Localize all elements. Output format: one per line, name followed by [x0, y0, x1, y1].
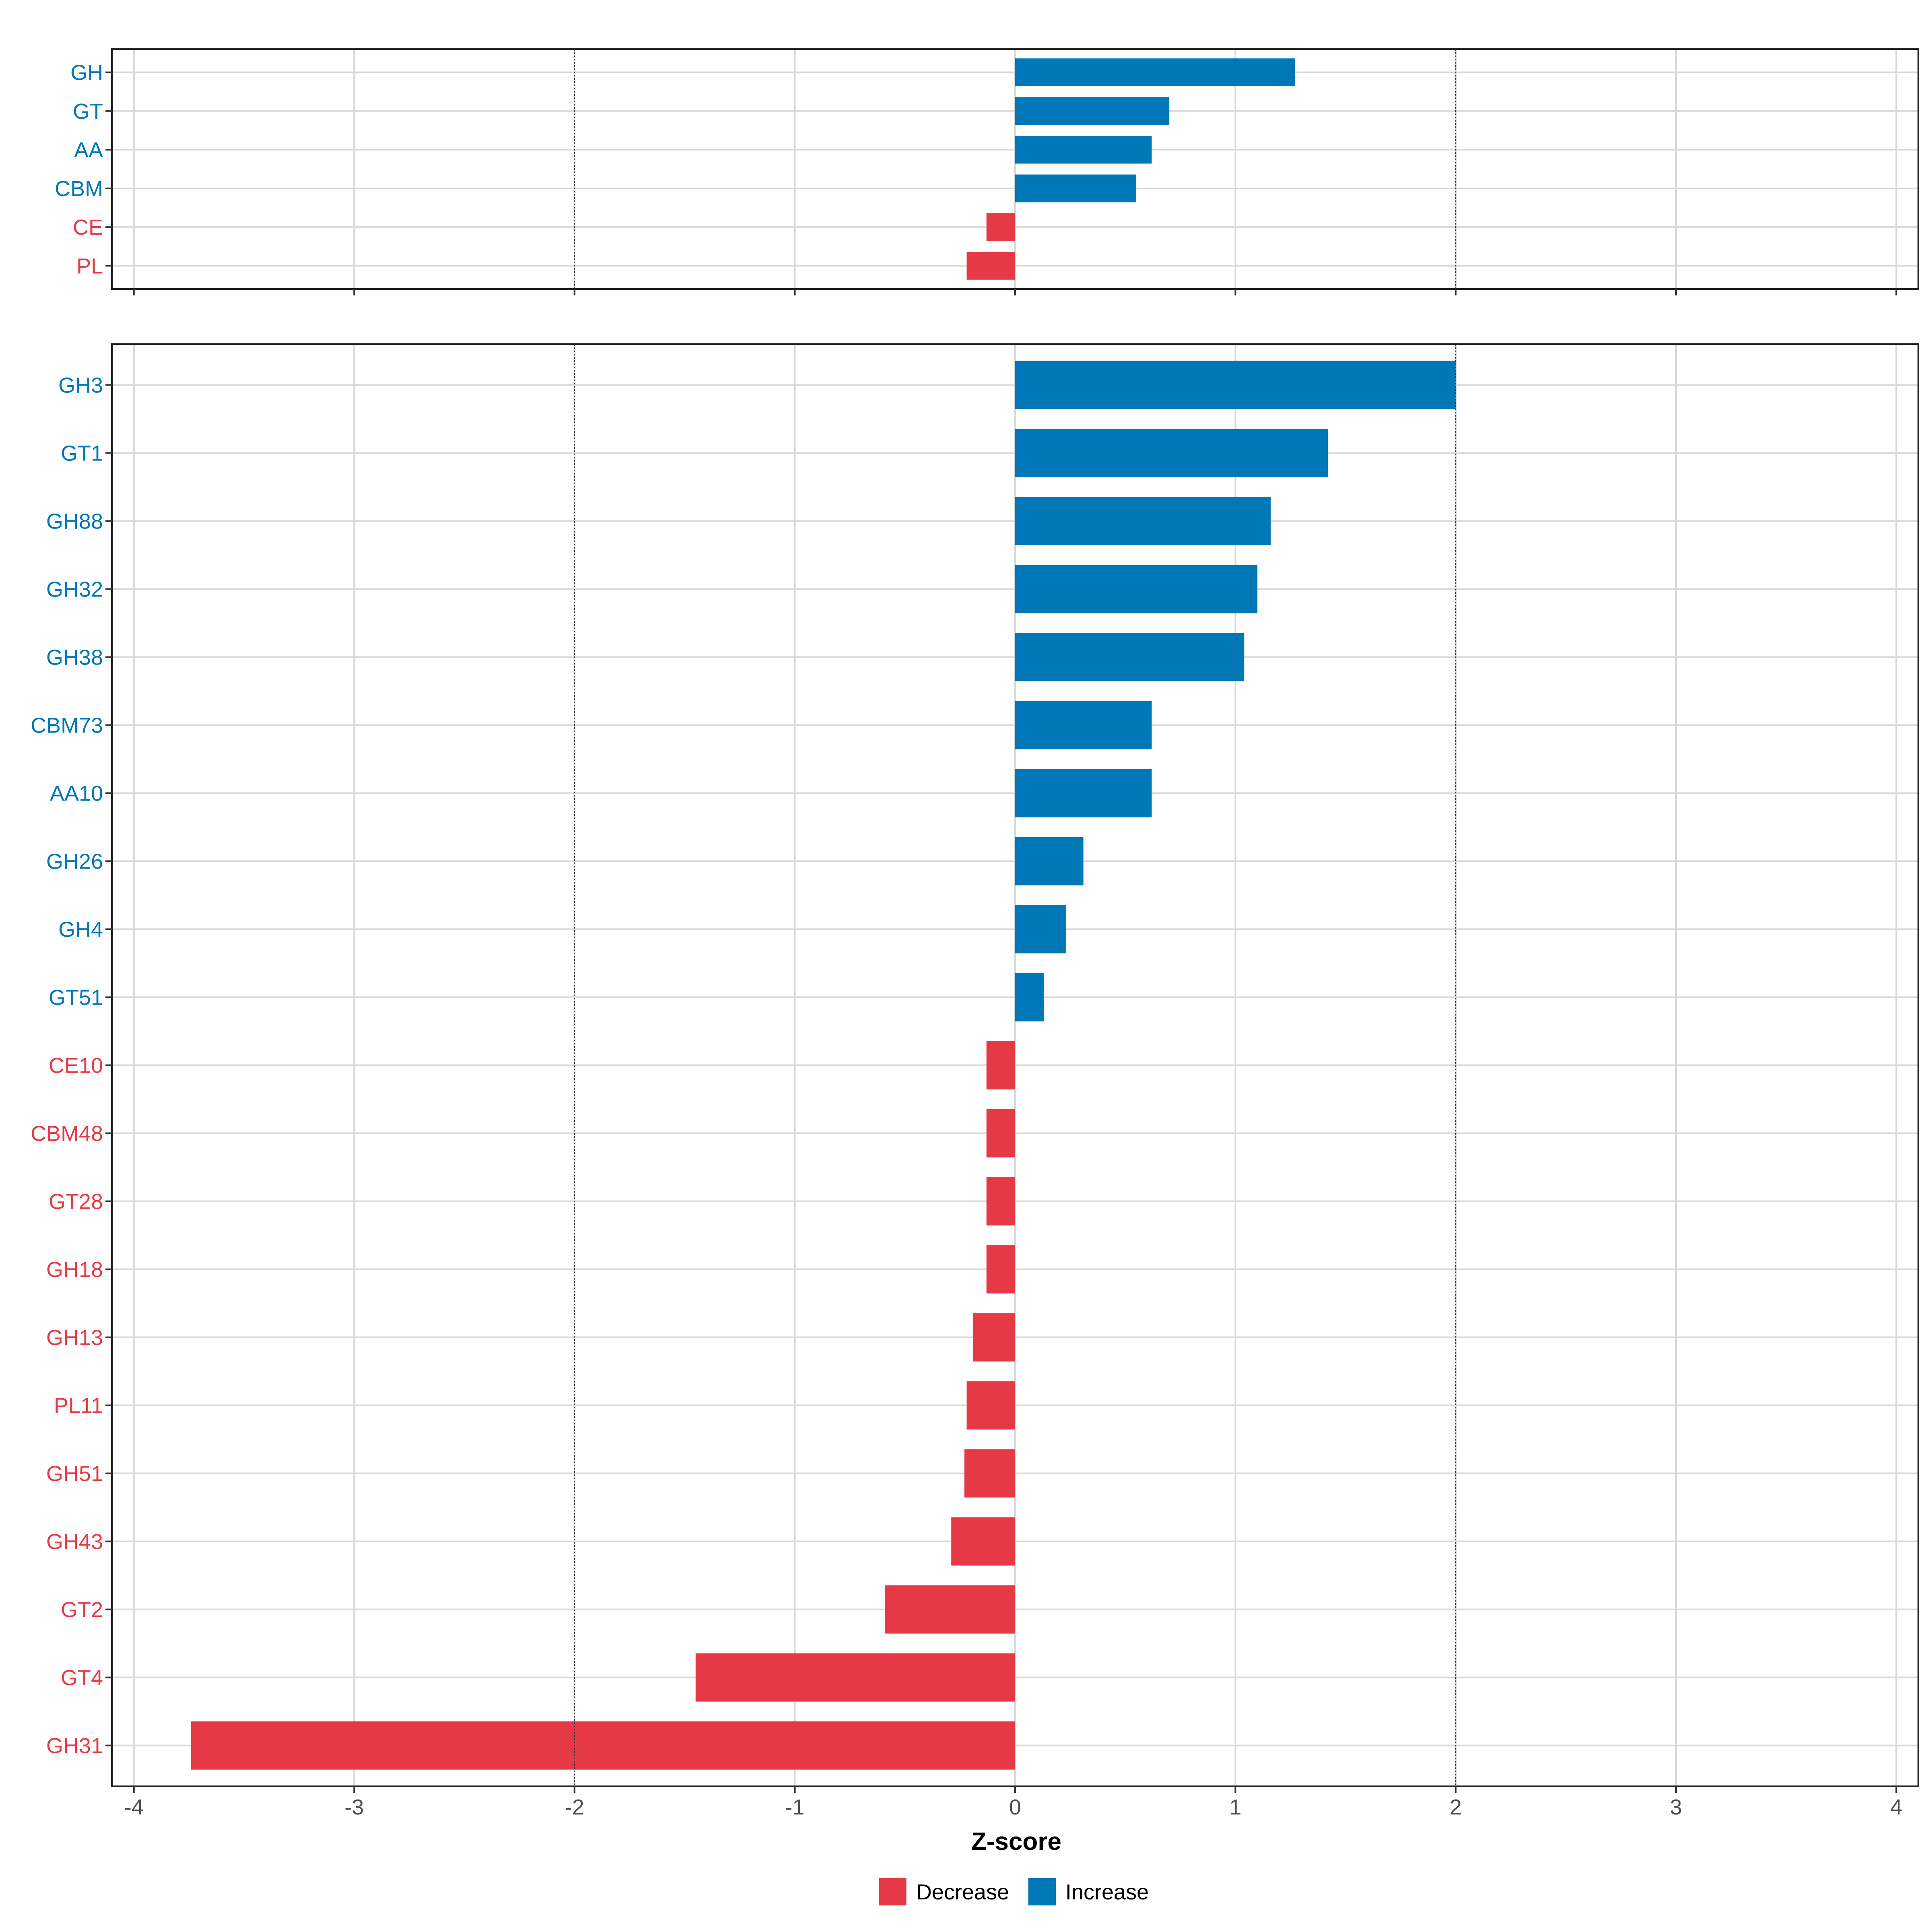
- y-tick-label-GH43: GH43: [46, 1530, 103, 1554]
- legend: Decrease Increase: [879, 1878, 1149, 1905]
- x-tick-label: 2: [1450, 1795, 1462, 1819]
- y-tick-label-CBM48: CBM48: [31, 1122, 103, 1146]
- y-tick-label-CBM73: CBM73: [31, 713, 103, 737]
- bar-GT1: [1015, 429, 1328, 477]
- y-tick-label-GH31: GH31: [46, 1734, 103, 1758]
- y-tick-label-GH13: GH13: [46, 1326, 103, 1350]
- x-tick-label: 3: [1670, 1795, 1682, 1819]
- x-tick-label: -3: [345, 1795, 364, 1819]
- bar-CBM48: [986, 1109, 1015, 1158]
- y-tick-label-GH18: GH18: [46, 1258, 103, 1282]
- bar-GH32: [1015, 565, 1258, 613]
- x-axis: -4 -3 -2 -1 0 1 2 3 4: [124, 1795, 1903, 1819]
- legend-label-increase: Increase: [1065, 1880, 1149, 1904]
- y-tick-label-GH26: GH26: [46, 849, 103, 873]
- y-tick-label-CE: CE: [73, 215, 103, 239]
- bar-AA10: [1015, 769, 1152, 817]
- bar-GT: [1015, 97, 1170, 125]
- bar-GH13: [973, 1313, 1015, 1362]
- y-tick-label-GT28: GT28: [49, 1190, 103, 1214]
- y-tick-label-GH4: GH4: [58, 917, 103, 941]
- y-tick-label-GH3: GH3: [58, 373, 103, 397]
- bar-CE10: [986, 1041, 1015, 1090]
- bar-GH43: [951, 1517, 1015, 1566]
- bar-GH31: [191, 1721, 1015, 1770]
- x-tick-label: 4: [1890, 1795, 1902, 1819]
- y-tick-label-CE10: CE10: [49, 1054, 103, 1078]
- bar-GH38: [1015, 633, 1245, 681]
- panel-classes: GH GT AA CBM CE PL: [55, 48, 1919, 295]
- legend-label-decrease: Decrease: [916, 1880, 1009, 1904]
- bar-PL11: [966, 1381, 1015, 1430]
- x-tick-label: 0: [1009, 1795, 1021, 1819]
- x-tick-label: 1: [1229, 1795, 1241, 1819]
- y-tick-label-AA10: AA10: [50, 781, 103, 805]
- bar-GH88: [1015, 497, 1271, 545]
- y-tick-label-GT4: GT4: [61, 1666, 103, 1690]
- y-tick-label-AA: AA: [74, 138, 103, 162]
- bar-GH4: [1015, 905, 1066, 954]
- bar-CBM: [1015, 174, 1137, 202]
- y-tick-label-GT1: GT1: [61, 441, 103, 465]
- legend-swatch-increase: [1028, 1878, 1056, 1905]
- bar-GH3: [1015, 361, 1456, 409]
- bar-GH51: [964, 1449, 1015, 1498]
- bar-GT4: [696, 1653, 1015, 1702]
- y-tick-label-PL: PL: [76, 254, 103, 278]
- x-axis-title: Z-score: [971, 1828, 1061, 1856]
- bar-GH18: [986, 1245, 1015, 1294]
- y-tick-label-GH32: GH32: [46, 577, 103, 601]
- x-tick-label: -1: [785, 1795, 805, 1819]
- y-tick-label-CBM: CBM: [55, 177, 103, 201]
- bar-PL: [966, 252, 1015, 280]
- y-tick-label-GH: GH: [70, 61, 103, 85]
- y-tick-label-GH51: GH51: [46, 1462, 103, 1486]
- x-tick-label: -4: [124, 1795, 144, 1819]
- y-tick-label-PL11: PL11: [54, 1394, 103, 1418]
- bar-GT28: [986, 1177, 1015, 1226]
- y-tick-label-GH88: GH88: [46, 509, 103, 533]
- bar-GH: [1015, 58, 1295, 87]
- bar-AA: [1015, 136, 1152, 164]
- bar-CBM73: [1015, 701, 1152, 749]
- panel-families: GH3 GT1 GH88 GH32 GH38 CBM73 AA10 GH26 GH4 GT51 CE…: [31, 343, 1919, 1793]
- bar-GH26: [1015, 837, 1084, 886]
- legend-swatch-decrease: [879, 1878, 906, 1905]
- y-tick-label-GH38: GH38: [46, 645, 103, 669]
- y-tick-label-GT51: GT51: [49, 985, 103, 1009]
- x-tick-label: -2: [565, 1795, 584, 1819]
- bar-GT2: [885, 1585, 1015, 1634]
- y-tick-label-GT: GT: [73, 99, 103, 124]
- y-tick-label-GT2: GT2: [61, 1598, 103, 1622]
- bar-CE: [986, 213, 1015, 241]
- bar-GT51: [1015, 973, 1044, 1022]
